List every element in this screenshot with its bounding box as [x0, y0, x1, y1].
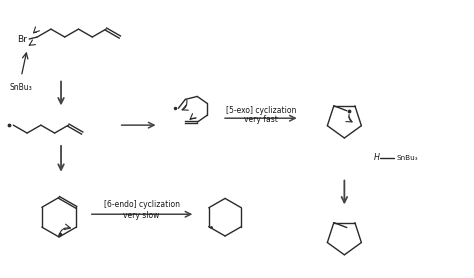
Text: very slow: very slow: [123, 211, 160, 220]
Text: H: H: [374, 153, 379, 162]
Text: Br: Br: [18, 36, 27, 44]
Text: very fast: very fast: [244, 115, 278, 124]
Text: SnBu₃: SnBu₃: [10, 83, 33, 91]
Text: SnBu₃: SnBu₃: [396, 155, 418, 161]
Text: [5-exo] cyclization: [5-exo] cyclization: [226, 106, 296, 115]
Text: [6-endo] cyclization: [6-endo] cyclization: [103, 200, 180, 209]
